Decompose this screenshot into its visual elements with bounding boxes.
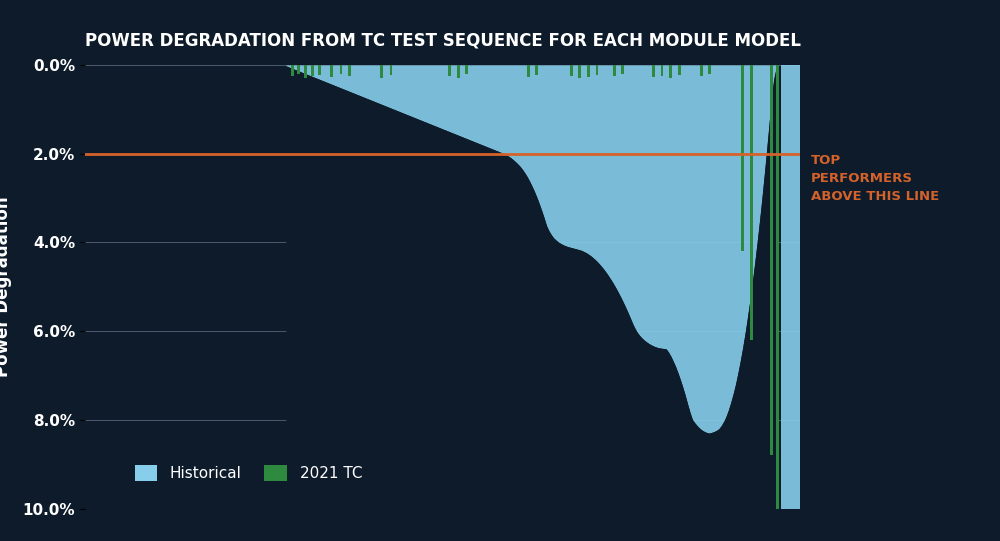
Bar bbox=[340, 65, 342, 74]
Y-axis label: Power Degradation: Power Degradation bbox=[0, 196, 12, 377]
Bar bbox=[318, 65, 321, 75]
Bar bbox=[570, 65, 573, 76]
Bar bbox=[596, 65, 598, 75]
Bar bbox=[535, 65, 538, 75]
Bar bbox=[330, 65, 333, 77]
Text: TOP
PERFORMERS
ABOVE THIS LINE: TOP PERFORMERS ABOVE THIS LINE bbox=[811, 154, 939, 203]
Bar bbox=[750, 65, 753, 340]
Bar bbox=[678, 65, 681, 75]
Legend: Historical, 2021 TC: Historical, 2021 TC bbox=[128, 459, 368, 487]
Bar bbox=[621, 65, 624, 74]
Bar bbox=[669, 65, 672, 78]
Bar bbox=[770, 65, 773, 456]
Bar bbox=[380, 65, 383, 78]
Bar bbox=[527, 65, 530, 77]
Bar bbox=[776, 65, 779, 513]
Text: POWER DEGRADATION FROM TC TEST SEQUENCE FOR EACH MODULE MODEL: POWER DEGRADATION FROM TC TEST SEQUENCE … bbox=[85, 31, 801, 49]
Bar bbox=[448, 65, 451, 76]
Bar bbox=[661, 65, 663, 76]
Bar bbox=[390, 65, 392, 75]
Bar bbox=[348, 65, 351, 76]
Bar bbox=[652, 65, 655, 77]
Bar bbox=[587, 65, 590, 77]
Bar bbox=[578, 65, 581, 78]
Bar bbox=[291, 65, 294, 76]
Bar bbox=[457, 65, 460, 78]
Bar bbox=[311, 65, 314, 76]
Bar bbox=[613, 65, 616, 76]
Bar bbox=[465, 65, 468, 74]
Bar bbox=[297, 65, 300, 74]
Bar bbox=[741, 65, 744, 251]
Bar bbox=[304, 65, 307, 78]
Bar bbox=[700, 65, 703, 76]
Bar bbox=[708, 65, 711, 74]
